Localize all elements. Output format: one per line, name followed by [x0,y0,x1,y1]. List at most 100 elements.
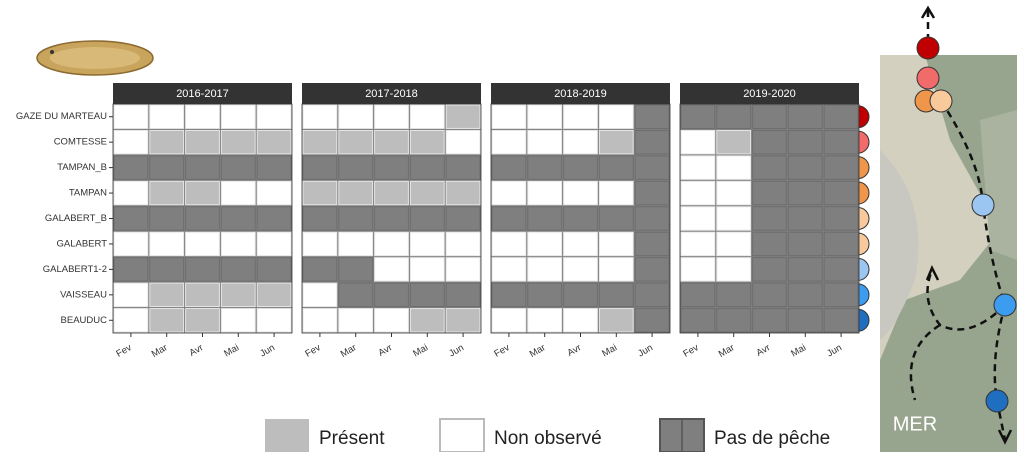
tile [113,155,149,180]
tile [374,206,409,231]
x-tick-label: Fev [114,342,133,360]
x-tick-label: Jun [636,342,655,359]
tile [752,180,787,206]
tile [598,308,634,333]
tile [445,231,481,257]
tile [634,104,670,129]
tile [256,206,292,231]
tile [527,257,563,282]
tile [256,308,292,333]
tile [634,308,670,333]
tile [634,257,670,282]
tile [787,206,823,231]
x-tick-label: Mar [339,342,359,360]
tile [256,282,292,308]
facet-strip [491,83,670,104]
tile [374,104,409,129]
facet-strip [113,83,292,104]
tile [752,282,787,308]
tile [752,308,787,333]
tile [256,155,292,180]
tile [634,129,670,155]
tile [787,282,823,308]
tile [527,155,563,180]
tile [823,155,859,180]
tile [256,257,292,282]
tile [409,206,445,231]
tile [598,206,634,231]
tile [445,104,481,129]
row-label: TAMPAN_B [57,162,107,173]
tile [527,308,563,333]
row-label: GAZE DU MARTEAU [16,111,107,122]
tile [491,180,527,206]
tile [302,155,338,180]
tile [302,282,338,308]
tile [113,104,149,129]
tile [716,282,752,308]
tile [302,257,338,282]
tile [598,155,634,180]
facet-strip [680,83,859,104]
tile [823,282,859,308]
tile [302,104,338,129]
tile [563,308,598,333]
x-tick-label: Jun [825,342,844,359]
row-label: COMTESSE [54,137,107,148]
x-tick-label: Jun [447,342,466,359]
tile [185,180,220,206]
x-tick-label: Jun [258,342,277,359]
tile [680,155,716,180]
tile [149,155,185,180]
tile [149,104,185,129]
tile [445,308,481,333]
tile [409,129,445,155]
tile [338,231,374,257]
x-tick-label: Mai [222,342,241,359]
x-tick-label: Avr [755,342,773,359]
x-tick-label: Mai [789,342,808,359]
tile [185,308,220,333]
tile [634,282,670,308]
tile [338,155,374,180]
tile [823,231,859,257]
tile [716,180,752,206]
tile [598,180,634,206]
tile [787,257,823,282]
tile [823,180,859,206]
tile [220,231,256,257]
tile [752,129,787,155]
tile [716,308,752,333]
tile [338,180,374,206]
tile [302,231,338,257]
tile [113,282,149,308]
facet-title: 2016-2017 [176,88,229,100]
tile [527,206,563,231]
tile [220,155,256,180]
tile [680,231,716,257]
tile [185,206,220,231]
tile [374,308,409,333]
tile [220,206,256,231]
x-tick-label: Mar [528,342,548,360]
x-tick-label: Avr [566,342,584,359]
x-tick-label: Mar [717,342,737,360]
tile [716,104,752,129]
tile [220,282,256,308]
x-tick-label: Mar [150,342,170,360]
tile [716,206,752,231]
tile [149,231,185,257]
tile [185,282,220,308]
legend-swatch [439,418,485,452]
tile [823,257,859,282]
legend-label: Pas de pêche [714,428,830,449]
tile [338,282,374,308]
tile [220,308,256,333]
tile [634,155,670,180]
tile [598,129,634,155]
tile [598,231,634,257]
x-tick-label: Fev [681,342,700,360]
tile [752,155,787,180]
tile [787,104,823,129]
